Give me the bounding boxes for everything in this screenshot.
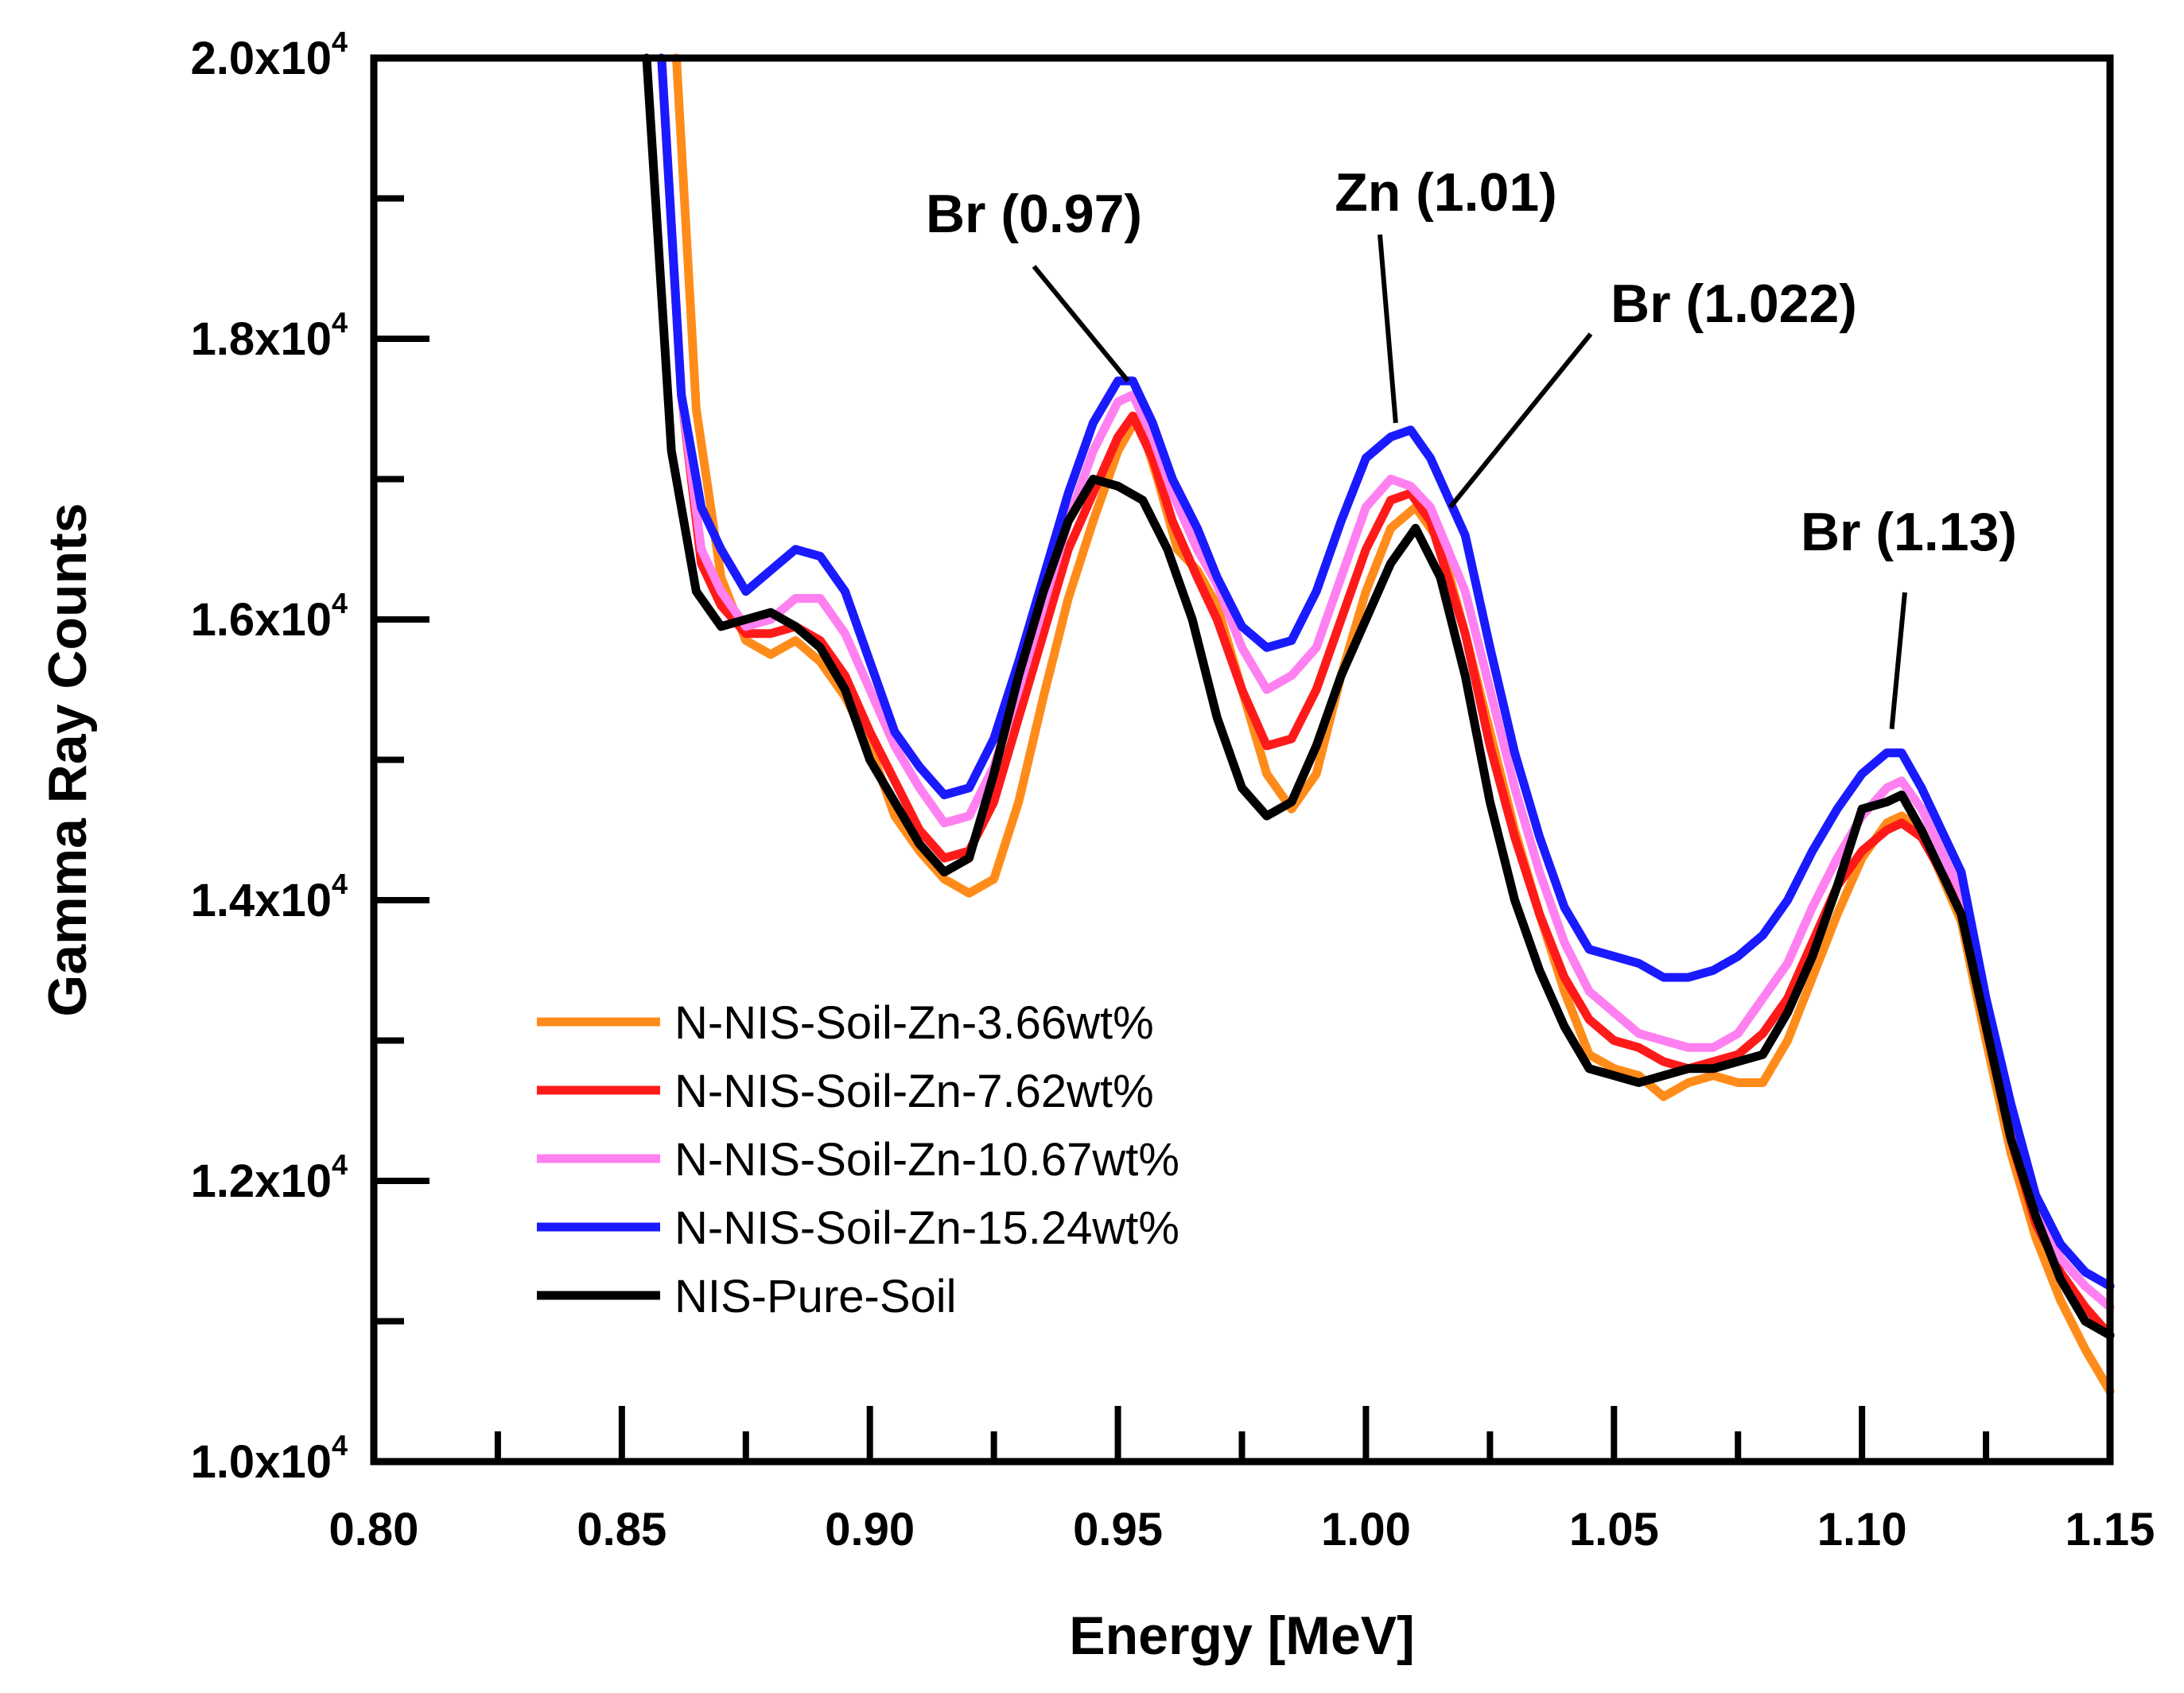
y-tick-label: 1.4x104 bbox=[191, 868, 348, 926]
y-tick-labels: 1.0x1041.2x1041.4x1041.6x1041.8x1042.0x1… bbox=[191, 25, 348, 1488]
axis-ticks bbox=[371, 55, 2113, 1465]
peak-annotations: Br (0.97) Zn (1.01) Br (1.022) Br (1.13) bbox=[926, 162, 2017, 729]
y-tick-base: 1.8x10 bbox=[191, 313, 332, 365]
annotation-leader-line bbox=[1889, 592, 1907, 729]
annotation-label: Br (0.97) bbox=[926, 184, 1142, 244]
y-axis-title: Gamma Ray Counts bbox=[37, 503, 98, 1016]
legend-label: N-NIS-Soil-Zn-15.24wt% bbox=[674, 1202, 1179, 1254]
annotation-label: Zn (1.01) bbox=[1335, 162, 1557, 223]
y-tick-base: 1.2x10 bbox=[191, 1155, 332, 1207]
series-line bbox=[657, 53, 2115, 1291]
y-tick-label: 1.0x104 bbox=[191, 1429, 348, 1488]
legend-label: NIS-Pure-Soil bbox=[674, 1271, 957, 1322]
x-axis-title: Energy [MeV] bbox=[1069, 1606, 1415, 1666]
y-tick-exponent: 4 bbox=[332, 1148, 348, 1181]
y-tick-exponent: 4 bbox=[332, 25, 348, 58]
y-tick-base: 1.6x10 bbox=[191, 594, 332, 646]
x-tick-label: 0.95 bbox=[1073, 1504, 1163, 1555]
y-tick-label: 1.6x104 bbox=[191, 587, 348, 646]
annotation-label: Br (1.022) bbox=[1611, 274, 1857, 334]
x-tick-label: 0.80 bbox=[329, 1504, 419, 1555]
y-tick-label: 1.8x104 bbox=[191, 306, 348, 365]
y-tick-exponent: 4 bbox=[332, 1429, 348, 1462]
y-tick-exponent: 4 bbox=[332, 587, 348, 619]
plot-frame bbox=[370, 54, 2114, 1466]
legend: N-NIS-Soil-Zn-3.66wt% N-NIS-Soil-Zn-7.62w… bbox=[537, 997, 1179, 1322]
y-tick-base: 2.0x10 bbox=[191, 33, 332, 84]
y-tick-base: 1.4x10 bbox=[191, 875, 332, 926]
series-line bbox=[657, 53, 2115, 1340]
y-tick-exponent: 4 bbox=[332, 306, 348, 339]
x-tick-labels: 0.80 0.85 0.90 0.95 1.00 1.05 1.10 1.15 bbox=[329, 1504, 2155, 1555]
legend-label: N-NIS-Soil-Zn-10.67wt% bbox=[674, 1134, 1179, 1186]
x-tick-label: 1.00 bbox=[1321, 1504, 1411, 1555]
x-tick-label: 1.10 bbox=[1817, 1504, 1907, 1555]
y-tick-label: 1.2x104 bbox=[191, 1148, 348, 1207]
x-tick-label: 1.15 bbox=[2065, 1504, 2155, 1555]
y-tick-label: 2.0x104 bbox=[191, 25, 348, 84]
x-tick-label: 0.85 bbox=[577, 1504, 666, 1555]
x-tick-label: 0.90 bbox=[825, 1504, 915, 1555]
y-tick-base: 1.0x10 bbox=[191, 1436, 332, 1488]
annotation-leader-line bbox=[1448, 332, 1593, 509]
legend-label: N-NIS-Soil-Zn-3.66wt% bbox=[674, 997, 1154, 1049]
y-tick-exponent: 4 bbox=[332, 868, 348, 900]
x-tick-label: 1.05 bbox=[1569, 1504, 1659, 1555]
series-lines bbox=[642, 53, 2115, 1396]
legend-label: N-NIS-Soil-Zn-7.62wt% bbox=[674, 1066, 1154, 1117]
annotation-leader-line bbox=[1378, 234, 1398, 424]
annotation-leader-line bbox=[1032, 265, 1130, 382]
annotation-label: Br (1.13) bbox=[1801, 502, 2017, 562]
series-line bbox=[642, 53, 2115, 1340]
